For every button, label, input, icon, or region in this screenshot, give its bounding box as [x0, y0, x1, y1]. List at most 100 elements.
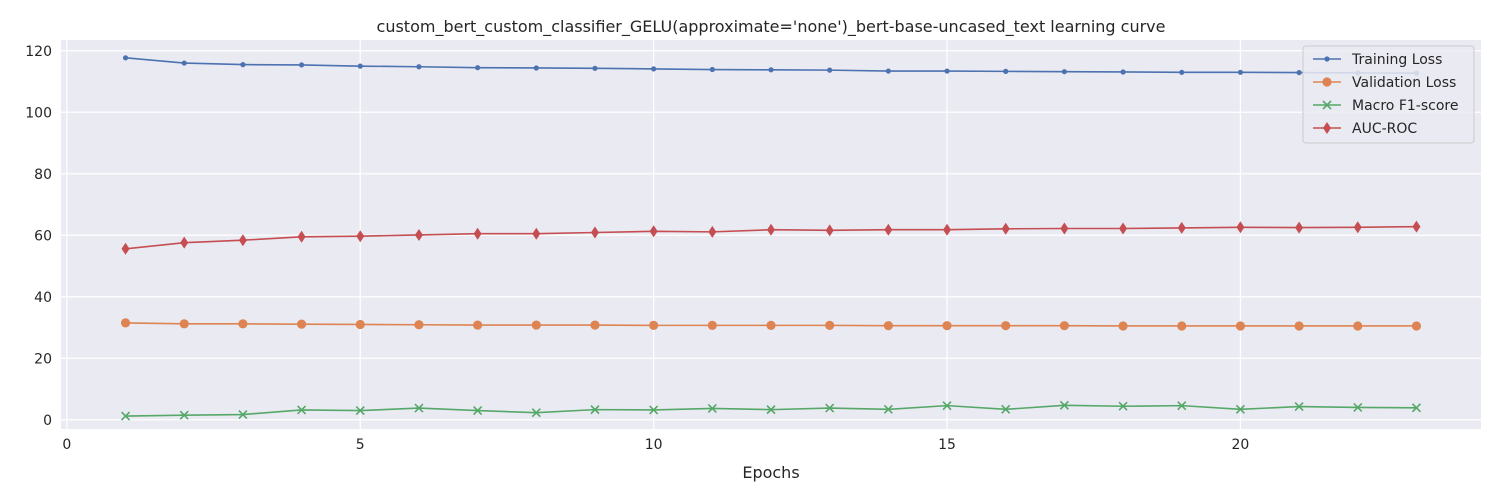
- data-point: [238, 234, 247, 247]
- legend-swatch-marker: [1322, 77, 1332, 87]
- data-point: [1237, 69, 1244, 75]
- data-point: [179, 410, 189, 420]
- legend-swatch-marker: [1322, 100, 1332, 110]
- data-point: [825, 224, 834, 237]
- data-point: [1177, 221, 1186, 234]
- data-point: [1353, 321, 1363, 331]
- tick-layer: 0 5 10 15 20 0 20 40 60 80 100 120: [25, 44, 1249, 453]
- data-point: [1294, 321, 1304, 331]
- data-point: [1235, 321, 1246, 331]
- data-point: [1118, 321, 1128, 331]
- data-point: [942, 321, 952, 331]
- x-tick-label: 20: [1232, 437, 1250, 453]
- series-layer: [120, 55, 1422, 421]
- x-axis-label: Epochs: [742, 463, 799, 482]
- x-tick-label: 5: [356, 437, 365, 453]
- data-point: [357, 63, 363, 69]
- data-point: [531, 408, 541, 418]
- data-point: [649, 225, 658, 238]
- data-point: [825, 320, 835, 330]
- legend-label: Validation Loss: [1352, 75, 1456, 91]
- data-point: [1001, 321, 1011, 331]
- data-point: [122, 55, 129, 61]
- data-point: [1059, 321, 1069, 331]
- data-point: [533, 65, 539, 71]
- y-tick-label: 60: [34, 228, 52, 244]
- data-point: [1179, 69, 1185, 75]
- data-point: [1296, 69, 1302, 76]
- data-point: [1411, 321, 1422, 331]
- data-point: [414, 320, 424, 330]
- data-point: [240, 62, 246, 68]
- data-point: [298, 62, 305, 68]
- data-point: [825, 403, 835, 413]
- data-point: [238, 409, 248, 420]
- legend-item: Macro F1-score: [1313, 98, 1458, 114]
- data-point: [768, 67, 774, 73]
- data-point: [238, 319, 248, 329]
- data-point: [1177, 321, 1187, 331]
- data-point: [1236, 221, 1245, 234]
- data-point: [414, 228, 423, 241]
- x-tick-label: 10: [645, 437, 663, 453]
- legend-swatch-marker: [1324, 56, 1330, 62]
- legend: Training Loss Validation Loss Macro F1-sco…: [1302, 45, 1475, 144]
- legend-item: Training Loss: [1313, 52, 1442, 68]
- data-point: [1119, 222, 1128, 235]
- data-point: [766, 405, 776, 415]
- data-point: [414, 403, 424, 413]
- data-point: [297, 405, 307, 415]
- data-point: [1353, 402, 1363, 413]
- y-tick-label: 120: [25, 44, 52, 60]
- y-tick-label: 20: [34, 351, 52, 367]
- data-point: [884, 223, 893, 236]
- data-point: [296, 319, 307, 329]
- data-point: [649, 320, 659, 330]
- legend-label: AUC-ROC: [1352, 121, 1417, 137]
- data-point: [883, 321, 893, 331]
- data-point: [1235, 404, 1245, 414]
- series-macro-f1-score: [120, 400, 1422, 421]
- data-point: [707, 320, 717, 330]
- series-training-loss: [122, 55, 1420, 76]
- series-validation-loss: [120, 318, 1422, 331]
- legend-item: Validation Loss: [1313, 75, 1456, 91]
- data-point: [767, 223, 775, 236]
- data-point: [181, 60, 187, 66]
- data-point: [473, 227, 482, 240]
- data-point: [297, 230, 306, 243]
- data-point: [180, 236, 189, 249]
- y-tick-label: 0: [43, 413, 52, 429]
- y-tick-label: 80: [34, 167, 52, 183]
- x-tick-label: 15: [938, 437, 956, 453]
- data-point: [885, 68, 891, 74]
- data-point: [943, 223, 952, 236]
- data-point: [121, 242, 130, 255]
- grid-layer: [61, 40, 1481, 429]
- legend-swatch-marker: [1323, 122, 1331, 134]
- data-point: [649, 405, 659, 415]
- data-point: [590, 226, 599, 239]
- data-point: [1177, 401, 1187, 411]
- data-point: [120, 318, 131, 328]
- data-point: [1411, 403, 1422, 413]
- data-point: [1412, 220, 1421, 233]
- data-point: [356, 230, 365, 243]
- data-point: [1060, 222, 1069, 235]
- data-point: [1120, 69, 1126, 75]
- data-point: [708, 225, 717, 238]
- data-point: [473, 405, 483, 416]
- legend-item: AUC-ROC: [1313, 121, 1417, 137]
- chart-title: custom_bert_custom_classifier_GELU(appro…: [377, 17, 1166, 37]
- legend-label: Training Loss: [1351, 52, 1442, 68]
- data-point: [1061, 69, 1067, 75]
- data-point: [475, 65, 481, 71]
- y-tick-label: 100: [25, 105, 52, 121]
- data-point: [355, 319, 365, 330]
- data-point: [532, 227, 541, 240]
- series-auc-roc: [121, 220, 1421, 255]
- data-point: [473, 320, 483, 330]
- data-point: [944, 68, 950, 74]
- x-tick-label: 0: [62, 437, 71, 453]
